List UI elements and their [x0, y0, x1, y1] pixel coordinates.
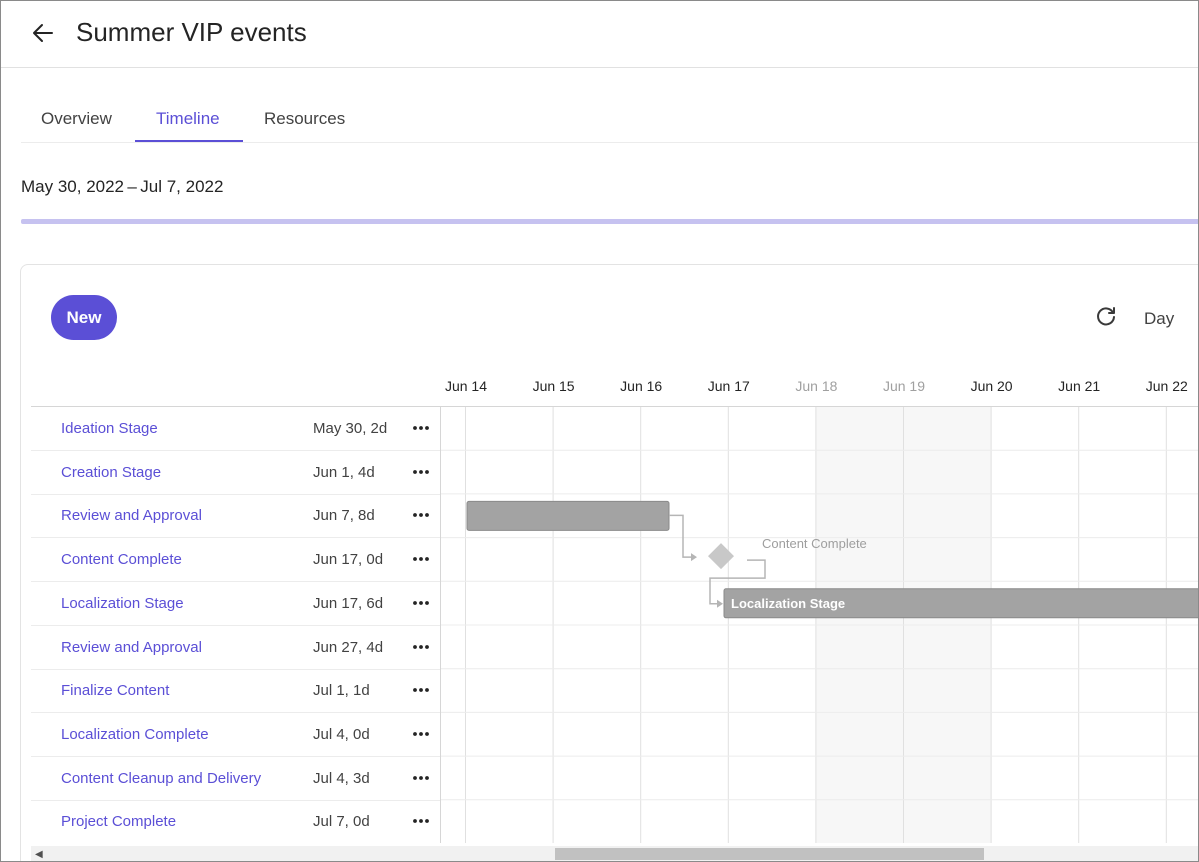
task-more-button[interactable]	[409, 767, 433, 789]
timeline-date-header: Jun 14 Jun 15 Jun 16 Jun 17 Jun 18 Jun 19 Jun …	[441, 367, 1198, 407]
task-bar-review-and-approval	[466, 500, 670, 531]
task-name-link[interactable]: Review and Approval	[61, 638, 202, 656]
page-title: Summer VIP events	[76, 17, 307, 47]
task-start-duration: Jun 17, 0d	[313, 551, 384, 569]
task-name-link[interactable]: Localization Stage	[61, 594, 184, 612]
task-start-duration: Jul 1, 1d	[313, 682, 370, 700]
arrow-left-icon	[33, 24, 53, 42]
horizontal-scrollbar[interactable]: ◀	[31, 846, 1198, 861]
task-more-button[interactable]	[409, 723, 433, 745]
milestone-marker	[708, 543, 734, 570]
task-more-button[interactable]	[409, 461, 433, 483]
task-row[interactable]: Content Cleanup and Delivery Jul 4, 3d	[31, 757, 441, 801]
task-row[interactable]: Localization Complete Jul 4, 0d	[31, 713, 441, 757]
task-more-button[interactable]	[409, 592, 433, 614]
timeline-date-label: Jun 22	[1145, 378, 1188, 394]
timeline-date-label: Jun 19	[882, 378, 926, 394]
timeline-date-label: Jun 18	[795, 378, 838, 394]
task-name-link[interactable]: Content Cleanup and Delivery	[61, 769, 262, 787]
timescale-select[interactable]: Day	[1144, 309, 1175, 328]
task-name-link[interactable]: Review and Approval	[61, 507, 202, 525]
more-horizontal-icon	[413, 426, 429, 430]
more-horizontal-icon	[413, 819, 429, 824]
task-start-duration: Jun 17, 6d	[313, 594, 384, 612]
task-start-duration: Jul 4, 0d	[313, 725, 370, 743]
task-more-button[interactable]	[409, 504, 433, 526]
timeline-chart: Content Complete Localization Stage	[441, 407, 1198, 843]
task-start-duration: Jun 7, 8d	[313, 507, 375, 525]
task-row[interactable]: Review and Approval Jun 7, 8d	[31, 494, 441, 539]
dependency-connector	[669, 514, 693, 558]
more-horizontal-icon	[413, 731, 429, 736]
project-date-range: May 30, 2022 – Jul 7, 2022	[21, 177, 224, 196]
more-horizontal-icon	[413, 688, 429, 693]
page-header: Summer VIP events	[1, 1, 1198, 68]
tab-bar: Overview Timeline Resources	[21, 96, 1198, 143]
refresh-button[interactable]	[1093, 304, 1119, 330]
more-horizontal-icon	[413, 600, 429, 605]
dependency-arrow	[717, 599, 723, 608]
more-horizontal-icon	[413, 775, 429, 780]
task-start-duration: Jun 1, 4d	[313, 463, 375, 481]
scroll-left-icon[interactable]: ◀	[35, 849, 43, 860]
task-row[interactable]: Content Complete Jun 17, 0d	[31, 538, 441, 583]
tab-resources[interactable]: Resources	[264, 109, 346, 128]
task-row[interactable]: Review and Approval Jun 27, 4d	[31, 626, 441, 670]
task-start-duration: Jul 7, 0d	[313, 813, 370, 831]
tab-overview[interactable]: Overview	[41, 109, 112, 128]
more-horizontal-icon	[413, 513, 429, 518]
list-chart-divider	[440, 407, 441, 843]
back-button[interactable]	[29, 19, 57, 47]
task-start-duration: May 30, 2d	[313, 420, 388, 437]
task-name-link[interactable]: Localization Complete	[61, 725, 209, 743]
refresh-icon	[1097, 307, 1115, 326]
scrollbar-thumb[interactable]	[555, 848, 984, 860]
task-row[interactable]: Creation Stage Jun 1, 4d	[31, 451, 441, 495]
task-row[interactable]: Localization Stage Jun 17, 6d	[31, 582, 441, 626]
dependency-arrow	[691, 553, 697, 562]
timeline-date-label: Jun 20	[970, 378, 1013, 394]
task-row[interactable]: Ideation Stage May 30, 2d	[31, 407, 441, 451]
timeline-date-label: Jun 14	[444, 378, 488, 394]
task-more-button[interactable]	[409, 679, 433, 701]
timeline-card	[20, 264, 1198, 861]
list-header-divider	[31, 406, 441, 407]
task-row[interactable]: Project Complete Jul 7, 0d	[31, 800, 441, 843]
timeline-chart-svg: Content Complete Localization Stage	[441, 407, 1198, 843]
tab-timeline[interactable]: Timeline	[156, 109, 220, 128]
timeline-date-label: Jun 16	[620, 378, 663, 394]
timeline-date-label: Jun 15	[532, 378, 575, 394]
task-bar-localization-stage	[723, 588, 1198, 619]
task-start-duration: Jul 4, 3d	[313, 769, 370, 787]
task-name-link[interactable]: Ideation Stage	[61, 420, 158, 437]
task-name-link[interactable]: Creation Stage	[61, 463, 162, 481]
more-horizontal-icon	[413, 644, 429, 649]
task-start-duration: Jun 27, 4d	[313, 638, 384, 656]
task-name-link[interactable]: Finalize Content	[61, 682, 170, 700]
more-horizontal-icon	[413, 557, 429, 561]
project-progress-bar	[21, 219, 1198, 224]
dependency-connector	[709, 559, 766, 605]
task-more-button[interactable]	[409, 417, 433, 439]
gantt-grid: Jun 14 Jun 15 Jun 16 Jun 17 Jun 18 Jun 19 Jun …	[31, 367, 1198, 843]
timeline-date-label: Jun 21	[1058, 378, 1101, 394]
new-task-button[interactable]: New	[51, 295, 117, 340]
task-bar-label: Localization Stage	[731, 596, 845, 611]
active-tab-indicator	[135, 140, 243, 142]
task-row[interactable]: Finalize Content Jul 1, 1d	[31, 669, 441, 714]
milestone-label: Content Complete	[762, 536, 867, 551]
task-name-link[interactable]: Project Complete	[61, 813, 177, 831]
task-more-button[interactable]	[409, 636, 433, 658]
more-horizontal-icon	[413, 469, 429, 474]
task-more-button[interactable]	[409, 548, 433, 570]
timeline-date-label: Jun 17	[707, 378, 750, 394]
task-more-button[interactable]	[409, 810, 433, 832]
task-name-link[interactable]: Content Complete	[61, 551, 182, 569]
